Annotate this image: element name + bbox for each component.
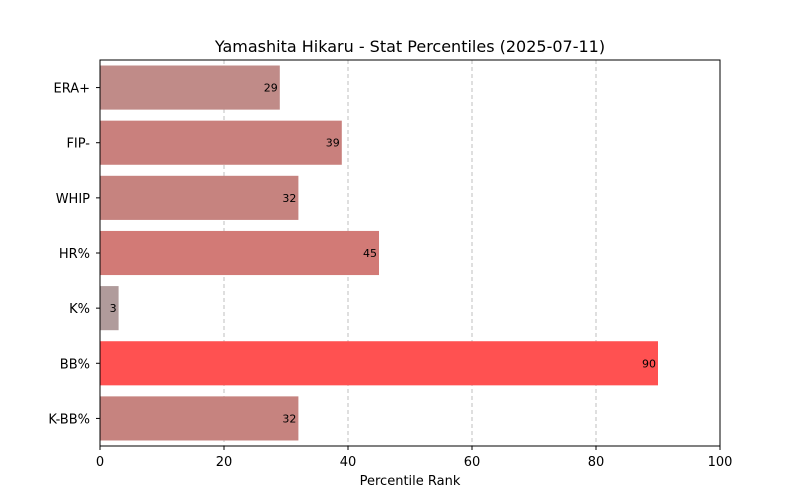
bar [100,396,299,441]
x-tick-label: 60 [464,455,481,470]
y-tick-label: WHIP [56,192,90,207]
y-tick-label: BB% [60,357,90,372]
y-axis-ticks: ERA+ FIP- WHIP HR% K% BB% K-BB% [48,82,100,427]
bar [100,230,379,276]
y-tick-label: HR% [59,247,90,262]
data-label: 39 [326,137,340,150]
data-label: 32 [282,412,296,425]
bar [100,65,280,110]
bar [100,286,119,331]
data-label: 3 [110,302,117,315]
bar [100,120,342,165]
y-tick-label: K-BB% [48,412,90,427]
data-label: 32 [282,192,296,205]
y-tick-label: ERA+ [53,82,90,97]
y-tick-label: K% [69,302,90,317]
data-label: 45 [363,247,377,260]
bars [100,65,658,441]
chart-title: Yamashita Hikaru - Stat Percentiles (202… [214,37,605,56]
y-tick-label: FIP- [66,137,90,152]
bar [100,341,658,386]
x-tick-label: 100 [708,455,733,470]
x-axis-label: Percentile Rank [360,474,461,489]
data-label: 29 [264,82,278,95]
bar [100,175,299,220]
data-label: 90 [642,357,656,370]
x-tick-label: 0 [96,455,104,470]
data-labels: 29 39 32 45 3 90 32 [110,82,656,426]
x-tick-label: 20 [216,455,233,470]
x-tick-label: 80 [588,455,605,470]
x-tick-label: 40 [340,455,357,470]
x-axis-ticks: 0 20 40 60 80 100 [96,446,733,470]
